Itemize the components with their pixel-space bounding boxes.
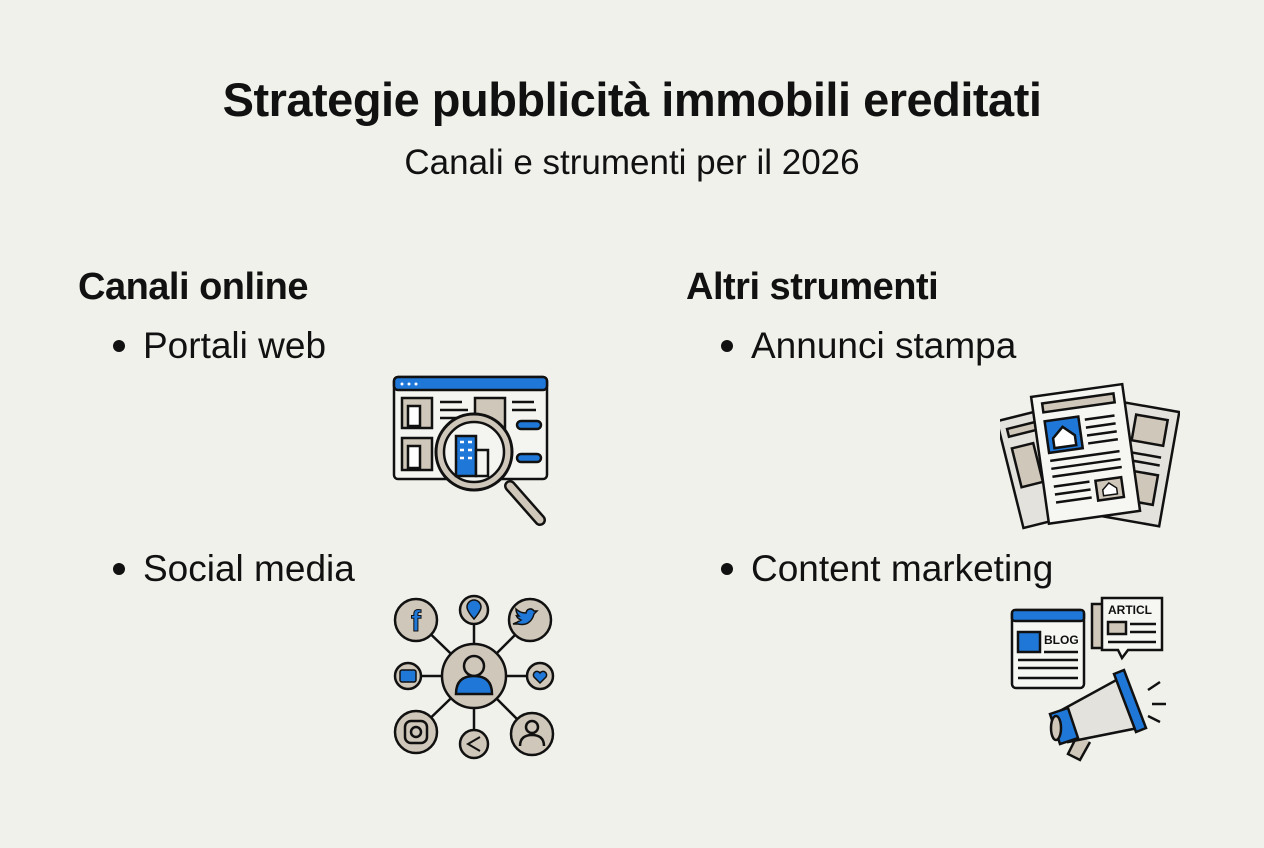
list-item-label: Portali web [143,325,327,366]
blog-megaphone-icon: BLOG ARTICL [1010,596,1166,762]
list-item-label: Social media [143,548,355,589]
web-portal-magnifier-icon [392,375,549,526]
svg-text:f: f [411,605,422,638]
list-item-label: Annunci stampa [751,325,1017,366]
list-item-social: Social media [113,548,355,590]
bullet-icon [721,340,733,352]
blog-label: BLOG [1044,633,1079,647]
list-item-label: Content marketing [751,548,1054,589]
bullet-icon [113,340,125,352]
section-heading-other: Altri strumenti [686,266,939,308]
page-title: Strategie pubblicità immobili ereditati [222,73,1042,126]
newspaper-icon [1000,382,1180,530]
list-item-stampa: Annunci stampa [721,325,1016,367]
article-label: ARTICL [1108,603,1152,617]
bullet-icon [721,563,733,575]
bullet-icon [113,563,125,575]
section-heading-online: Canali online [78,266,308,308]
list-item-content: Content marketing [721,548,1053,590]
list-item-portali: Portali web [113,325,326,367]
social-network-icon: f [393,594,555,760]
page-subtitle: Canali e strumenti per il 2026 [404,143,860,182]
